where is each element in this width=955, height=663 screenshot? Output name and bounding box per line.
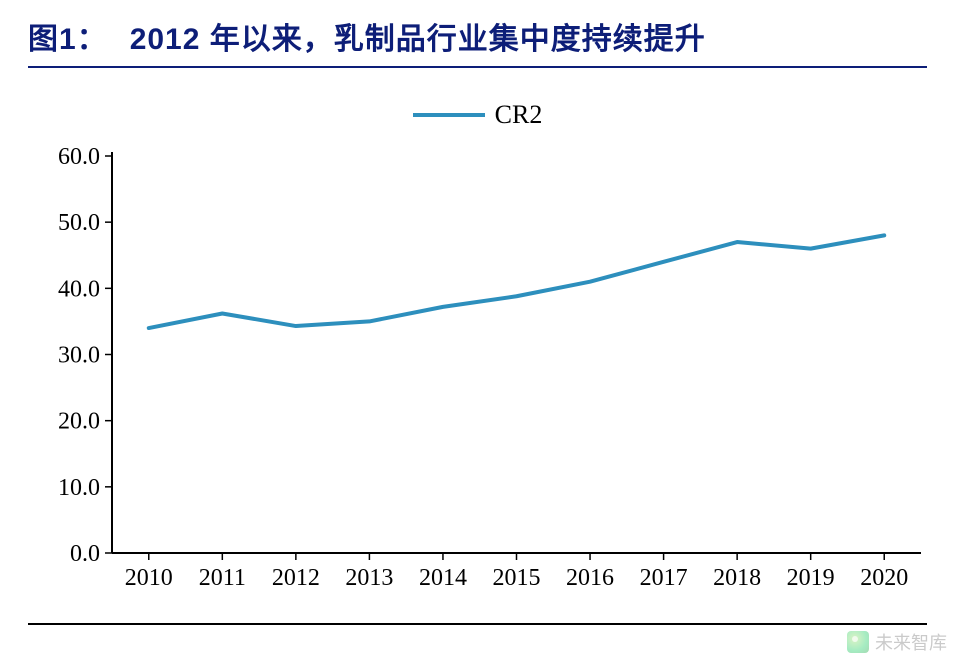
svg-text:2017: 2017: [640, 565, 688, 591]
svg-text:10.0: 10.0: [58, 475, 100, 501]
legend-label-cr2: CR2: [495, 100, 543, 130]
chart-container: { "title": { "label": "图1：", "text": "20…: [0, 0, 955, 663]
chart-title-text: 2012 年以来，乳制品行业集中度持续提升: [130, 23, 706, 56]
legend-swatch-cr2: [413, 113, 485, 117]
legend-item-cr2: CR2: [413, 100, 543, 130]
svg-text:40.0: 40.0: [58, 276, 100, 302]
svg-text:2012: 2012: [272, 565, 320, 591]
svg-text:60.0: 60.0: [58, 144, 100, 170]
bottom-rule: [28, 623, 927, 625]
chart-title-wrap: 图1： 2012 年以来，乳制品行业集中度持续提升: [28, 14, 927, 58]
chart-title-label: 图1：: [28, 23, 108, 56]
svg-text:50.0: 50.0: [58, 210, 100, 236]
svg-text:2019: 2019: [787, 565, 835, 591]
wechat-icon: [847, 631, 869, 653]
title-underline: [28, 66, 927, 68]
svg-text:2020: 2020: [860, 565, 908, 591]
svg-text:2011: 2011: [199, 565, 246, 591]
svg-text:2015: 2015: [493, 565, 541, 591]
svg-text:2018: 2018: [713, 565, 761, 591]
line-chart-svg: 0.0 10.0 20.0 30.0 40.0 50.0 60.0 2010 2011 2012 2…: [38, 140, 927, 601]
legend: CR2: [0, 100, 955, 130]
svg-text:30.0: 30.0: [58, 343, 100, 369]
svg-text:2013: 2013: [345, 565, 393, 591]
watermark: 未来智库: [847, 629, 947, 655]
svg-text:2016: 2016: [566, 565, 614, 591]
svg-text:2010: 2010: [125, 565, 173, 591]
chart-title: 图1： 2012 年以来，乳制品行业集中度持续提升: [28, 23, 706, 56]
svg-text:2014: 2014: [419, 565, 467, 591]
watermark-text: 未来智库: [875, 629, 947, 655]
svg-text:20.0: 20.0: [58, 409, 100, 435]
svg-text:0.0: 0.0: [70, 541, 100, 567]
line-chart-plot: 0.0 10.0 20.0 30.0 40.0 50.0 60.0 2010 2011 2012 2…: [38, 140, 927, 601]
